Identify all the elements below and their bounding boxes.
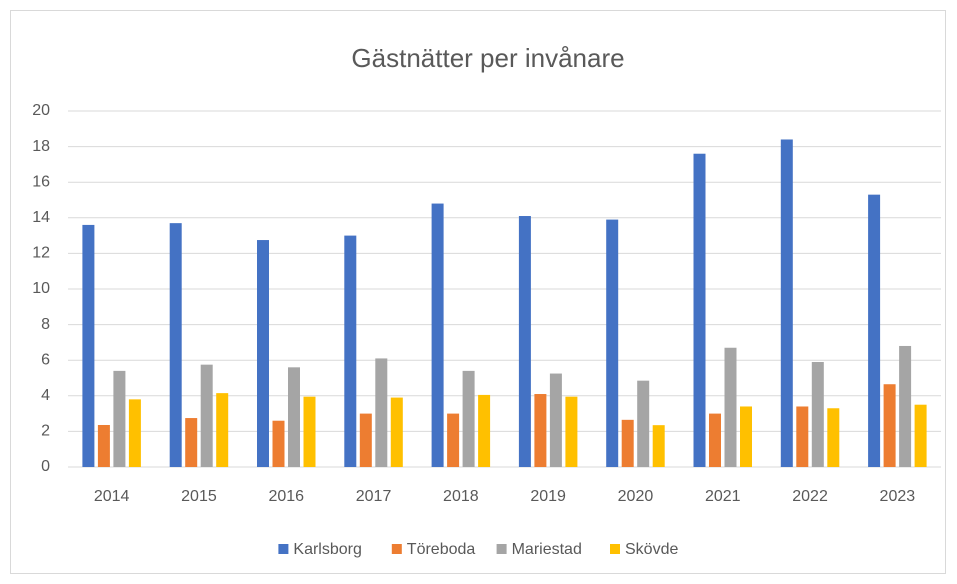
bar [288,367,300,467]
bar [447,413,460,467]
bar [185,418,198,467]
legend-swatch [278,544,289,554]
bar [724,347,737,467]
bar [796,406,809,467]
y-tick-label: 8 [41,316,50,333]
bar [565,396,578,467]
x-tick-label: 2022 [792,488,828,505]
bar [883,384,896,467]
legend-label: Karlsborg [293,541,361,558]
x-tick-label: 2018 [443,488,479,505]
bar [652,425,665,467]
x-tick-label: 2019 [530,488,566,505]
legend-label: Mariestad [512,541,582,558]
bar [257,240,269,467]
bar [549,373,562,467]
bar [606,219,619,467]
bar [128,399,141,467]
y-tick-label: 16 [32,173,50,190]
x-tick-label: 2017 [356,488,392,505]
legend-label: Skövde [625,541,678,558]
x-tick-label: 2021 [705,488,741,505]
bar [478,394,491,467]
bar [97,424,110,467]
y-tick-label: 0 [41,458,50,475]
bar [914,404,927,467]
y-tick-label: 4 [41,387,50,404]
bar [637,380,650,467]
bar [462,370,475,467]
y-tick-label: 6 [41,351,50,368]
bar [272,420,285,467]
legend-label: Töreboda [407,541,476,558]
bar [811,361,824,467]
bar [899,345,912,467]
legend-swatch [391,544,402,554]
bar [709,413,721,467]
bar [868,194,881,467]
bar [375,358,388,467]
bar [200,364,213,467]
x-tick-label: 2016 [268,488,304,505]
bar [740,406,752,467]
bar [113,370,126,467]
bar [169,223,182,467]
bar [780,139,793,468]
bar [216,393,229,467]
bar [303,396,316,467]
y-tick-label: 12 [32,245,50,262]
y-tick-label: 20 [32,102,50,119]
bar [534,394,547,467]
bar [621,419,634,467]
x-tick-label: 2014 [94,488,130,505]
y-tick-label: 10 [32,280,50,297]
bar [390,397,403,467]
y-tick-label: 2 [41,423,50,440]
legend-swatch [496,544,507,554]
bar [344,235,357,467]
bar [359,413,372,467]
legend-swatch [610,544,620,554]
bar [431,203,444,467]
bar [518,216,531,467]
chart-title: Gästnätter per invånare [351,43,624,73]
x-tick-label: 2020 [618,488,654,505]
bar [693,153,706,467]
bar [827,408,840,467]
x-tick-label: 2015 [181,488,217,505]
x-tick-label: 2023 [880,488,916,505]
y-tick-label: 14 [32,209,50,226]
bar [82,224,95,467]
y-tick-label: 18 [32,138,50,155]
